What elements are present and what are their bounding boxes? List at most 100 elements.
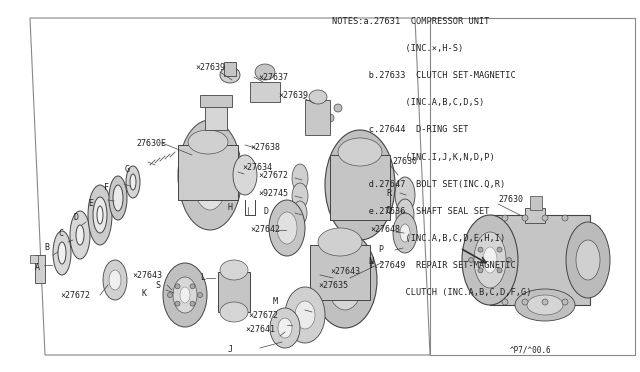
Ellipse shape <box>352 171 368 199</box>
Ellipse shape <box>285 287 325 343</box>
Text: D: D <box>264 208 269 217</box>
Ellipse shape <box>70 211 90 259</box>
Bar <box>525 208 545 223</box>
Circle shape <box>376 170 381 176</box>
Ellipse shape <box>255 64 275 80</box>
Text: NOTES:a.27631  COMPRESSOR UNIT: NOTES:a.27631 COMPRESSOR UNIT <box>332 17 489 26</box>
Bar <box>530 196 542 210</box>
Text: 27630E: 27630E <box>136 140 166 148</box>
Circle shape <box>506 257 511 263</box>
Text: N: N <box>368 257 373 266</box>
Text: ×27672: ×27672 <box>258 171 288 180</box>
Circle shape <box>219 177 224 182</box>
Bar <box>305 100 330 135</box>
Circle shape <box>168 288 172 292</box>
Circle shape <box>316 126 324 134</box>
Circle shape <box>326 288 332 294</box>
Text: ×27635: ×27635 <box>318 280 348 289</box>
Circle shape <box>342 262 348 268</box>
Text: e.27636  SHAFT SEAL SET: e.27636 SHAFT SEAL SET <box>332 207 489 216</box>
Ellipse shape <box>327 250 363 310</box>
Ellipse shape <box>515 289 575 321</box>
Circle shape <box>376 194 381 200</box>
Text: E: E <box>88 199 93 208</box>
Text: (INC.A,B,C,D,S): (INC.A,B,C,D,S) <box>332 98 484 107</box>
Ellipse shape <box>58 242 66 264</box>
Text: B: B <box>44 243 49 251</box>
Text: ×27672: ×27672 <box>60 291 90 299</box>
Circle shape <box>542 299 548 305</box>
Text: ×27639: ×27639 <box>278 90 308 99</box>
Ellipse shape <box>576 240 600 280</box>
Circle shape <box>165 285 175 295</box>
Circle shape <box>175 301 180 306</box>
Text: Q: Q <box>386 205 391 215</box>
Circle shape <box>190 301 195 306</box>
Circle shape <box>331 182 337 188</box>
Text: ×27637: ×27637 <box>258 74 288 83</box>
Text: G: G <box>125 164 130 173</box>
Ellipse shape <box>126 166 140 198</box>
Ellipse shape <box>97 206 103 224</box>
Ellipse shape <box>269 200 305 256</box>
Circle shape <box>219 168 224 173</box>
Text: (INC.I,J,K,N,D,P): (INC.I,J,K,N,D,P) <box>332 153 494 161</box>
Ellipse shape <box>163 263 207 327</box>
Bar <box>430 18 635 355</box>
Bar <box>330 155 390 220</box>
Ellipse shape <box>53 231 71 275</box>
Circle shape <box>562 299 568 305</box>
Text: ×27641: ×27641 <box>245 326 275 334</box>
Ellipse shape <box>220 260 248 280</box>
Circle shape <box>334 104 342 112</box>
Ellipse shape <box>188 130 228 154</box>
Text: J: J <box>228 346 233 355</box>
Bar <box>490 215 590 305</box>
Ellipse shape <box>270 308 300 348</box>
Ellipse shape <box>113 185 123 211</box>
Ellipse shape <box>325 130 395 240</box>
Bar <box>35 255 45 283</box>
Text: R: R <box>386 189 391 198</box>
Ellipse shape <box>233 155 257 195</box>
Text: ×27638: ×27638 <box>250 144 280 153</box>
Ellipse shape <box>109 270 121 290</box>
Circle shape <box>478 268 483 273</box>
Circle shape <box>207 164 212 169</box>
Circle shape <box>497 268 502 273</box>
Circle shape <box>365 277 371 283</box>
Bar <box>218 272 250 312</box>
Circle shape <box>383 182 389 188</box>
Ellipse shape <box>566 222 610 298</box>
Ellipse shape <box>202 159 218 191</box>
Circle shape <box>497 247 502 252</box>
Circle shape <box>175 284 180 289</box>
Circle shape <box>522 299 528 305</box>
Circle shape <box>358 267 364 272</box>
Ellipse shape <box>93 197 107 233</box>
Ellipse shape <box>76 225 84 245</box>
Circle shape <box>190 284 195 289</box>
Bar <box>30 255 38 263</box>
Ellipse shape <box>130 174 136 190</box>
Circle shape <box>319 277 325 283</box>
Circle shape <box>326 267 332 272</box>
Bar <box>200 95 232 107</box>
Ellipse shape <box>192 140 228 210</box>
Text: ×27643: ×27643 <box>330 267 360 276</box>
Ellipse shape <box>295 301 315 329</box>
Circle shape <box>339 170 344 176</box>
Text: ^P7/^00.6: ^P7/^00.6 <box>510 346 552 355</box>
Text: b.27633  CLUTCH SET-MAGNETIC: b.27633 CLUTCH SET-MAGNETIC <box>332 71 515 80</box>
Ellipse shape <box>340 150 380 220</box>
Circle shape <box>502 299 508 305</box>
Text: ×27639: ×27639 <box>195 64 225 73</box>
Text: P: P <box>378 246 383 254</box>
Text: 27630: 27630 <box>392 157 417 167</box>
Ellipse shape <box>220 67 240 83</box>
Ellipse shape <box>395 177 415 213</box>
Ellipse shape <box>277 212 297 244</box>
Circle shape <box>478 247 483 252</box>
Ellipse shape <box>338 138 382 166</box>
Ellipse shape <box>220 302 248 322</box>
